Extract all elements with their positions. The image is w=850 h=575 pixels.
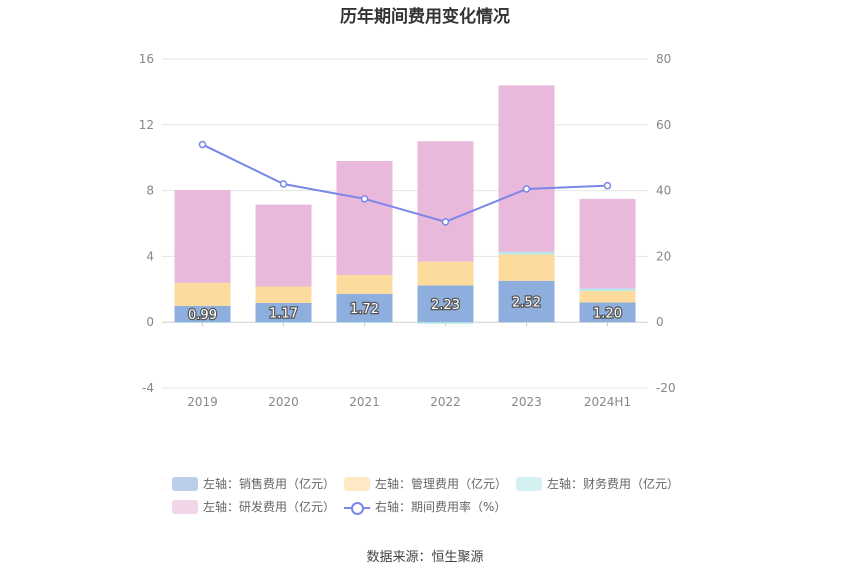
left-axis-tick-label: 8 bbox=[146, 184, 154, 198]
right-axis-tick-label: 0 bbox=[656, 315, 664, 329]
legend-item-admin[interactable]: 左轴：管理费用（亿元） bbox=[344, 475, 516, 492]
legend-item-rnd[interactable]: 左轴：研发费用（亿元） bbox=[172, 498, 344, 515]
ratio-line bbox=[202, 143, 608, 223]
data-source: 数据来源：恒生聚源 bbox=[366, 550, 484, 565]
ratio-point bbox=[360, 195, 369, 203]
legend-label-rnd: 左轴：研发费用（亿元） bbox=[203, 500, 336, 514]
bar-sales bbox=[579, 302, 636, 323]
legend-label-sales: 左轴：销售费用（亿元） bbox=[203, 477, 336, 491]
bar-admin bbox=[336, 274, 393, 294]
x-axis-tick-label: 2022 bbox=[430, 395, 461, 409]
legend-item-ratio[interactable]: 右轴：期间费用率（%） bbox=[344, 498, 516, 515]
right-axis-tick-label: 60 bbox=[656, 118, 671, 132]
bar-admin bbox=[255, 286, 312, 303]
right-axis-tick-label: 40 bbox=[656, 184, 671, 198]
bar-sales bbox=[174, 305, 231, 323]
right-axis-tick-label: 20 bbox=[656, 249, 671, 263]
ratio-point bbox=[441, 218, 450, 226]
bar-data-label: 2.52 bbox=[512, 295, 541, 310]
right-axis-tick-label: 80 bbox=[656, 52, 671, 66]
x-axis-tick-label: 2020 bbox=[268, 395, 299, 409]
legend-item-sales[interactable]: 左轴：销售费用（亿元） bbox=[172, 475, 344, 492]
bar-data-label: 0.99 bbox=[188, 308, 217, 323]
bar-rnd bbox=[417, 141, 474, 262]
x-axis-tick-label: 2023 bbox=[511, 395, 542, 409]
x-axis-tick-label: 2021 bbox=[349, 395, 380, 409]
left-axis-tick-label: 4 bbox=[146, 249, 154, 263]
bar-admin bbox=[174, 282, 231, 306]
legend: 左轴：销售费用（亿元） 左轴：管理费用（亿元） 左轴：财务费用（亿元） 左轴：研… bbox=[172, 472, 712, 518]
bar-sales bbox=[336, 293, 393, 323]
bar-sales bbox=[417, 285, 474, 323]
left-axis-tick-label: 16 bbox=[139, 52, 154, 66]
legend-swatch-finance bbox=[516, 476, 542, 491]
bar-data-label: 1.72 bbox=[350, 302, 379, 317]
bar-data-label: 2.23 bbox=[431, 298, 460, 313]
bar-rnd bbox=[336, 160, 393, 275]
legend-swatch-ratio-dot bbox=[351, 501, 364, 515]
bar-admin bbox=[579, 290, 636, 303]
legend-item-finance[interactable]: 左轴：财务费用（亿元） bbox=[516, 475, 688, 492]
right-axis-tick-label: -20 bbox=[656, 381, 676, 395]
bar-data-label: 1.17 bbox=[269, 307, 298, 322]
legend-swatch-admin bbox=[344, 476, 370, 491]
chart-canvas: -4 0 4 8 12 16 -20 0 20 40 60 80 2019 2020 2021 2022 202… bbox=[139, 52, 676, 409]
left-axis-tick-label: 0 bbox=[146, 315, 154, 329]
legend-label-finance: 左轴：财务费用（亿元） bbox=[547, 477, 680, 491]
ratio-point bbox=[522, 185, 531, 193]
bar-admin bbox=[498, 254, 555, 281]
x-axis-tick-label: 2019 bbox=[187, 395, 218, 409]
legend-swatch-ratio bbox=[344, 500, 370, 515]
bar-data-label: 1.20 bbox=[593, 306, 622, 321]
bar-sales bbox=[255, 302, 312, 323]
x-axis-tick-label: 2024H1 bbox=[584, 395, 631, 409]
left-axis-tick-label: 12 bbox=[139, 118, 154, 132]
legend-label-admin: 左轴：管理费用（亿元） bbox=[375, 477, 508, 491]
legend-label-ratio: 右轴：期间费用率（%） bbox=[375, 500, 507, 514]
bar-rnd bbox=[255, 204, 312, 287]
legend-swatch-sales bbox=[172, 476, 198, 491]
bar-admin bbox=[417, 261, 474, 286]
bar-sales bbox=[498, 280, 555, 323]
ratio-point bbox=[279, 180, 288, 188]
bar-finance bbox=[498, 251, 555, 255]
ratio-point bbox=[603, 181, 612, 190]
bar-finance bbox=[579, 288, 636, 291]
legend-swatch-rnd bbox=[172, 499, 198, 514]
chart-title: 历年期间费用变化情况 bbox=[340, 7, 510, 27]
left-axis-tick-label: -4 bbox=[142, 381, 154, 395]
bar-rnd bbox=[174, 189, 231, 283]
bar-rnd bbox=[498, 85, 555, 252]
bar-rnd bbox=[579, 198, 636, 289]
ratio-point bbox=[198, 140, 207, 149]
